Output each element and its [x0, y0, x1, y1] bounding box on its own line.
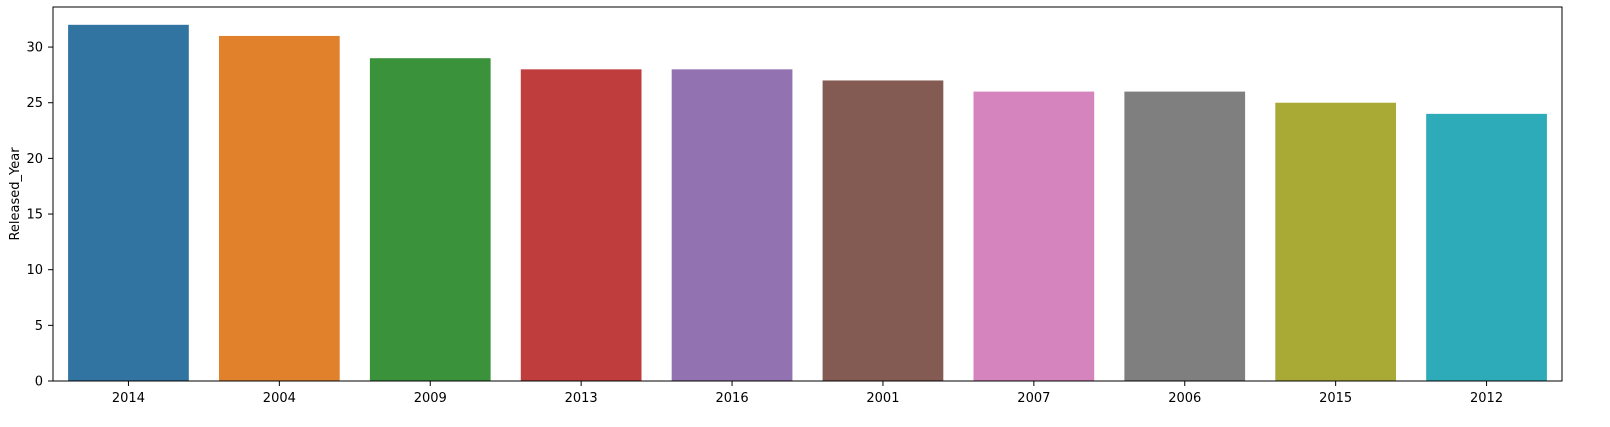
y-tick-label: 10 [26, 263, 43, 278]
y-tick-label: 20 [26, 152, 43, 167]
x-tick-label: 2001 [866, 391, 899, 406]
bar-2009 [369, 58, 491, 381]
y-axis: 0 5 10 15 20 25 30 [26, 41, 53, 390]
bar-2014 [68, 24, 189, 382]
x-axis: 2014 2004 2009 2013 2016 2001 2007 2006 2015 2012 [112, 381, 1503, 406]
plot-frame [52, 6, 1563, 382]
x-tick-label: 2007 [1017, 391, 1050, 406]
bar-2015 [1275, 102, 1397, 381]
y-tick-label: 0 [35, 375, 43, 390]
bar-2006 [1124, 91, 1246, 381]
y-tick-label: 30 [26, 41, 43, 56]
x-tick-label: 2012 [1470, 391, 1503, 406]
y-tick-label: 5 [35, 319, 43, 334]
x-tick-label: 2015 [1319, 391, 1352, 406]
x-tick-label: 2013 [565, 391, 598, 406]
bar-2016 [671, 69, 793, 381]
y-axis-label: Released_Year [8, 147, 23, 241]
y-tick-label: 15 [26, 208, 43, 223]
bar-2013 [520, 69, 642, 381]
bar-2001 [822, 80, 944, 381]
x-tick-label: 2014 [112, 391, 145, 406]
bars-group [68, 24, 1547, 382]
bar-2007 [973, 91, 1095, 381]
x-tick-label: 2006 [1168, 391, 1201, 406]
y-tick-label: 25 [26, 96, 43, 111]
x-tick-label: 2004 [263, 391, 296, 406]
bar-2004 [218, 35, 340, 381]
x-tick-label: 2009 [414, 391, 447, 406]
x-tick-label: 2016 [716, 391, 749, 406]
bar-2012 [1426, 113, 1547, 381]
